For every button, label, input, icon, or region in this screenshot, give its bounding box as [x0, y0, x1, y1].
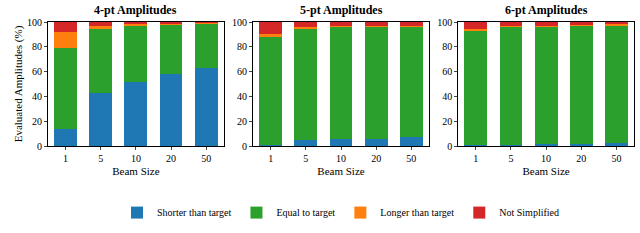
svg-text:0: 0	[447, 141, 452, 152]
svg-text:Equal to target: Equal to target	[276, 207, 335, 218]
svg-text:5: 5	[98, 153, 103, 164]
svg-text:20: 20	[166, 153, 176, 164]
svg-text:40: 40	[237, 91, 247, 102]
svg-text:80: 80	[237, 41, 247, 52]
svg-text:Beam Size: Beam Size	[522, 165, 569, 177]
svg-text:6-pt Amplitudes: 6-pt Amplitudes	[505, 3, 588, 17]
svg-text:1: 1	[268, 153, 273, 164]
svg-text:60: 60	[237, 66, 247, 77]
svg-text:100: 100	[27, 17, 42, 28]
svg-text:40: 40	[32, 91, 42, 102]
svg-text:50: 50	[201, 153, 211, 164]
svg-text:100: 100	[437, 17, 452, 28]
svg-text:0: 0	[37, 141, 42, 152]
svg-text:Beam Size: Beam Size	[112, 165, 159, 177]
svg-text:60: 60	[32, 66, 42, 77]
svg-text:40: 40	[442, 91, 452, 102]
svg-text:50: 50	[611, 153, 621, 164]
svg-text:60: 60	[442, 66, 452, 77]
svg-text:1: 1	[473, 153, 478, 164]
svg-text:80: 80	[442, 41, 452, 52]
svg-text:20: 20	[237, 116, 247, 127]
svg-text:10: 10	[541, 153, 551, 164]
svg-text:10: 10	[336, 153, 346, 164]
svg-text:0: 0	[242, 141, 247, 152]
svg-text:Not Simplified: Not Simplified	[499, 207, 559, 218]
svg-text:Shorter than target: Shorter than target	[157, 207, 231, 218]
svg-text:10: 10	[131, 153, 141, 164]
svg-text:5: 5	[303, 153, 308, 164]
svg-text:5-pt Amplitudes: 5-pt Amplitudes	[300, 3, 383, 17]
svg-text:20: 20	[442, 116, 452, 127]
svg-text:50: 50	[406, 153, 416, 164]
svg-text:100: 100	[232, 17, 247, 28]
svg-text:1: 1	[63, 153, 68, 164]
svg-text:20: 20	[576, 153, 586, 164]
svg-text:Longer than target: Longer than target	[380, 207, 454, 218]
svg-text:5: 5	[508, 153, 513, 164]
svg-text:4-pt Amplitudes: 4-pt Amplitudes	[94, 3, 177, 17]
svg-text:80: 80	[32, 41, 42, 52]
svg-text:Evaluated Amplitudes (%): Evaluated Amplitudes (%)	[12, 25, 25, 142]
svg-text:Beam Size: Beam Size	[317, 165, 364, 177]
svg-text:20: 20	[371, 153, 381, 164]
svg-text:20: 20	[32, 116, 42, 127]
